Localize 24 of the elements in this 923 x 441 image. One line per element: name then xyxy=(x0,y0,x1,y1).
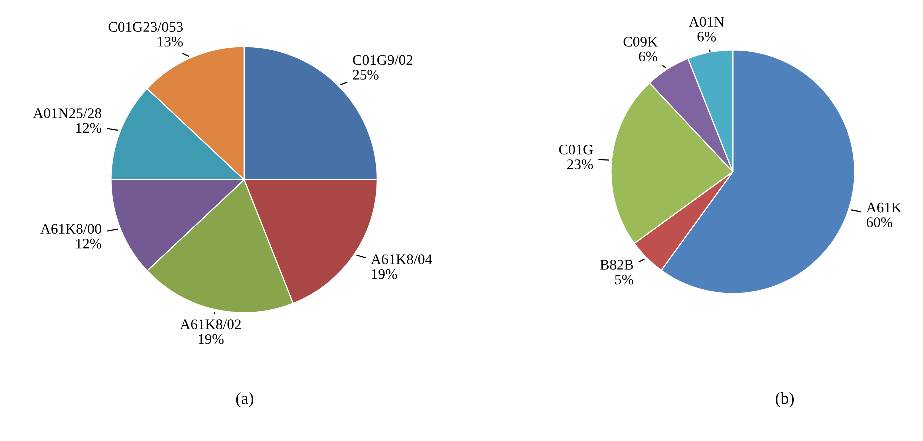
data-label: 25% xyxy=(353,70,379,80)
text: (a) xyxy=(236,392,254,408)
data-label: 6% xyxy=(639,52,658,62)
slice-label: A61K8/00 xyxy=(40,224,102,234)
slice-label: A61K8/04 xyxy=(371,254,432,264)
slice-label: C01G23/053 xyxy=(108,22,183,32)
slice-label: B82B xyxy=(600,260,634,270)
data-label: 23% xyxy=(568,160,594,170)
data-label: 12% xyxy=(76,238,102,249)
data-label: 19% xyxy=(372,269,398,280)
slice-label: A01N xyxy=(689,17,724,28)
text: (b) xyxy=(776,392,794,408)
data-label: 6% xyxy=(698,32,716,42)
slice-label: A61K8/02 xyxy=(180,320,241,330)
data-label: 19% xyxy=(198,334,224,344)
slice-label: C01G9/02 xyxy=(353,55,413,66)
slice-label: A01N25/28 xyxy=(33,108,102,118)
data-label: 12% xyxy=(76,123,102,134)
data-label: 13% xyxy=(158,36,184,47)
data-label: 5% xyxy=(615,274,634,285)
slice-label: C09K xyxy=(624,37,658,47)
data-label: 60% xyxy=(866,218,893,228)
slice-label: A61K xyxy=(866,202,902,213)
slice-label: C01G xyxy=(559,144,594,155)
